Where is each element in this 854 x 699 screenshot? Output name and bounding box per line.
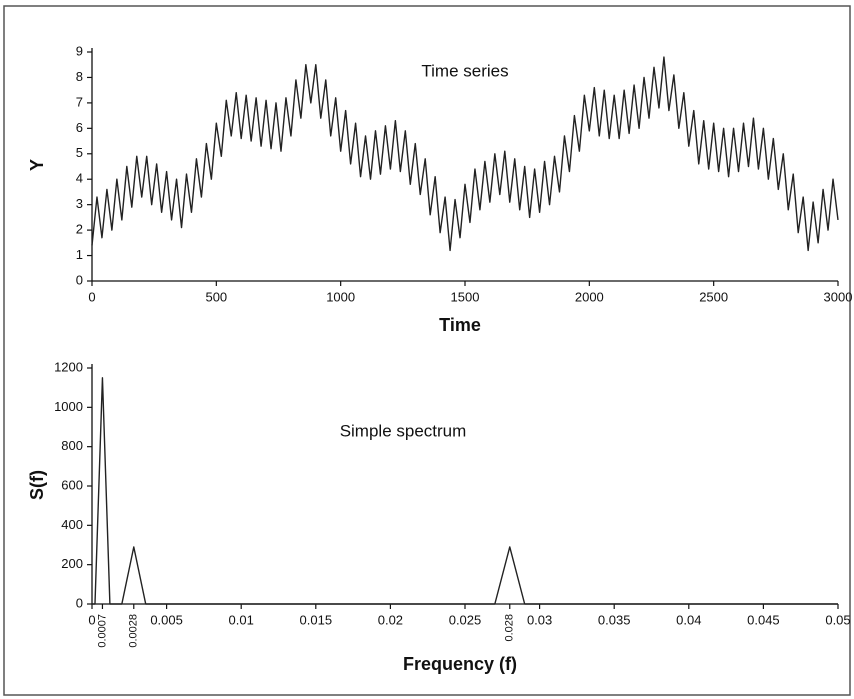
x-tick-label: 0.03 [527,612,552,627]
peak-tick-label: 0.0028 [128,614,140,648]
y-tick-label: 0 [76,595,83,610]
x-tick-label: 0.025 [449,612,482,627]
y-tick-label: 200 [61,556,83,571]
x-tick-label: 2000 [575,289,604,304]
y-axis-label: S(f) [27,470,47,500]
peak-tick-label: 0.0007 [96,614,108,648]
y-tick-label: 1000 [54,399,83,414]
y-tick-label: 400 [61,517,83,532]
x-tick-label: 500 [205,289,227,304]
y-tick-label: 3 [76,196,83,211]
x-tick-label: 1000 [326,289,355,304]
y-tick-label: 1 [76,247,83,262]
y-tick-label: 7 [76,94,83,109]
x-tick-label: 2500 [699,289,728,304]
y-tick-label: 4 [76,171,83,186]
x-axis-label: Frequency (f) [403,654,517,674]
x-tick-label: 0 [88,289,95,304]
x-tick-label: 0.015 [300,612,333,627]
y-tick-label: 5 [76,145,83,160]
y-tick-label: 8 [76,69,83,84]
x-tick-label: 0.05 [825,612,850,627]
x-tick-label: 0.01 [229,612,254,627]
series-line [92,377,838,605]
y-tick-label: 2 [76,222,83,237]
y-tick-label: 6 [76,120,83,135]
y-tick-label: 600 [61,477,83,492]
chart-title: Time series [421,61,508,80]
y-tick-label: 800 [61,438,83,453]
x-tick-label: 0.02 [378,612,403,627]
x-tick-label: 0.04 [676,612,701,627]
series-line [91,56,839,252]
x-axis-label: Time [439,315,481,335]
y-tick-label: 0 [76,272,83,287]
figure-frame [3,5,851,696]
peak-tick-label: 0.028 [504,614,516,642]
x-tick-label: 0 [88,612,95,627]
y-tick-label: 9 [76,43,83,58]
chart-title: Simple spectrum [340,421,467,440]
x-tick-label: 0.035 [598,612,631,627]
y-axis-label: Y [27,159,47,171]
x-tick-label: 1500 [451,289,480,304]
x-tick-label: 0.005 [150,612,183,627]
x-tick-label: 3000 [824,289,853,304]
x-tick-label: 0.045 [747,612,780,627]
y-tick-label: 1200 [54,359,83,374]
